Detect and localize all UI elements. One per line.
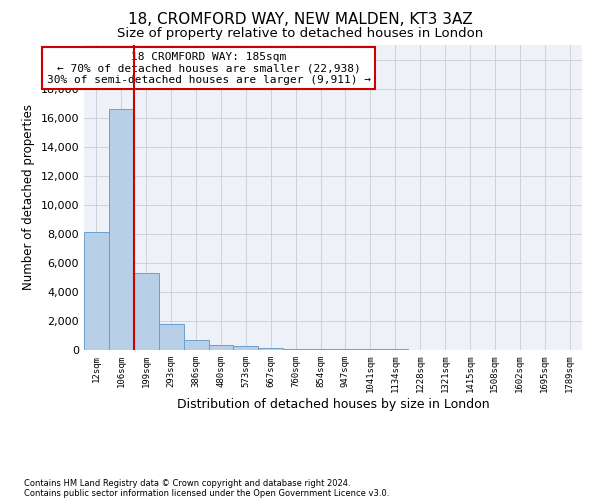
- Bar: [209, 345, 233, 350]
- Text: 18 CROMFORD WAY: 185sqm
← 70% of detached houses are smaller (22,938)
30% of sem: 18 CROMFORD WAY: 185sqm ← 70% of detache…: [47, 52, 371, 85]
- Text: Size of property relative to detached houses in London: Size of property relative to detached ho…: [117, 28, 483, 40]
- Text: Contains public sector information licensed under the Open Government Licence v3: Contains public sector information licen…: [24, 488, 389, 498]
- Bar: [308, 349, 333, 350]
- Text: Contains HM Land Registry data © Crown copyright and database right 2024.: Contains HM Land Registry data © Crown c…: [24, 478, 350, 488]
- Bar: [333, 349, 358, 350]
- X-axis label: Distribution of detached houses by size in London: Distribution of detached houses by size …: [176, 398, 490, 411]
- Bar: [184, 340, 209, 350]
- Y-axis label: Number of detached properties: Number of detached properties: [22, 104, 35, 290]
- Bar: [159, 324, 184, 350]
- Bar: [84, 232, 109, 350]
- Bar: [259, 348, 283, 350]
- Text: 18, CROMFORD WAY, NEW MALDEN, KT3 3AZ: 18, CROMFORD WAY, NEW MALDEN, KT3 3AZ: [128, 12, 472, 28]
- Bar: [233, 346, 259, 350]
- Bar: [283, 348, 308, 350]
- Bar: [134, 273, 159, 350]
- Bar: [109, 109, 134, 350]
